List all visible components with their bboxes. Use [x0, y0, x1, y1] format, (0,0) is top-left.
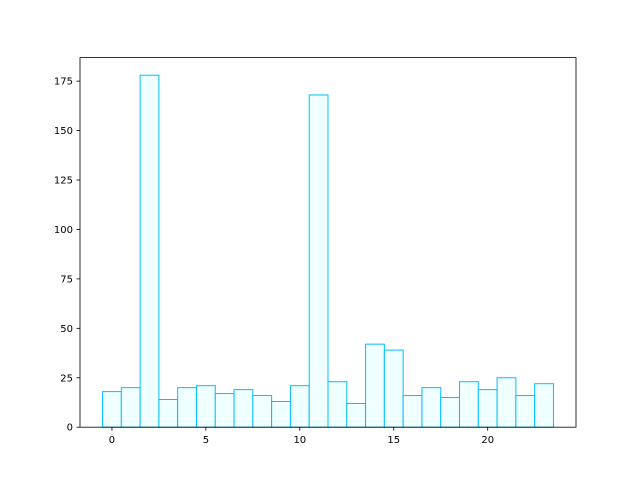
bar-8	[252, 395, 273, 428]
bar-5	[195, 385, 216, 428]
x-tick-label: 10	[293, 435, 306, 446]
bar-22	[515, 395, 536, 428]
bar-14	[365, 343, 385, 428]
bar-2	[139, 74, 160, 428]
bar-12	[327, 381, 348, 428]
x-tick-label: 5	[203, 435, 209, 446]
x-axis: 0 5 10 15 20	[109, 427, 494, 446]
bars-group	[102, 74, 554, 428]
bar-16	[402, 395, 423, 428]
y-tick-label: 50	[60, 324, 73, 335]
bar-7	[233, 389, 254, 428]
y-tick-label: 25	[60, 373, 73, 384]
bar-1	[120, 387, 141, 428]
bar-21	[496, 377, 517, 428]
x-tick-label: 15	[387, 435, 400, 446]
y-tick-label: 125	[54, 176, 73, 187]
bar-19	[459, 381, 479, 428]
bar-15	[383, 349, 404, 428]
x-tick-label: 0	[109, 435, 115, 446]
y-tick-label: 0	[67, 423, 73, 434]
bar-4	[177, 387, 197, 428]
y-tick-label: 150	[54, 126, 73, 137]
x-tick-label: 20	[481, 435, 494, 446]
y-tick-label: 175	[54, 77, 73, 88]
bar-18	[440, 397, 461, 428]
y-axis: 0 25 50 75 100 125 150 175	[54, 77, 80, 434]
y-tick-label: 75	[60, 274, 73, 285]
bar-0	[102, 391, 122, 428]
bar-9	[271, 400, 291, 428]
bar-17	[421, 387, 442, 428]
bar-13	[346, 402, 367, 428]
bar-10	[289, 385, 310, 428]
bar-11	[308, 94, 329, 428]
bar-23	[534, 383, 554, 428]
y-tick-label: 100	[54, 225, 73, 236]
axes-frame	[79, 57, 577, 428]
bar-6	[214, 393, 235, 428]
bar-3	[158, 399, 179, 428]
bar-20	[477, 389, 498, 428]
